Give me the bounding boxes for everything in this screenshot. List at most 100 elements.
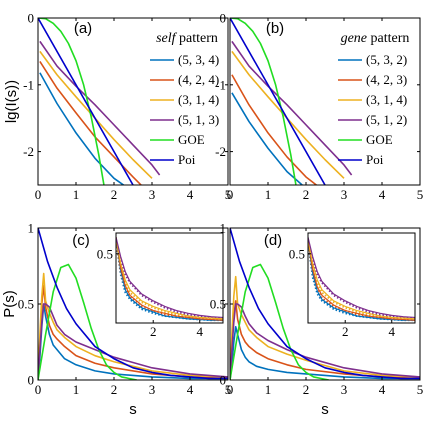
series-line-d-3 bbox=[230, 303, 420, 380]
inset-series-line-c-5 bbox=[116, 237, 223, 321]
inset-series-line-d-5 bbox=[308, 239, 415, 321]
y-tick-label-a-1: -1 bbox=[23, 77, 34, 92]
legend-entry-b-2: (3, 1, 4) bbox=[366, 92, 407, 107]
legend-entry-b-4: GOE bbox=[366, 132, 393, 147]
inset-series-line-c-4 bbox=[116, 237, 223, 321]
inset-series-line-c-2 bbox=[116, 239, 223, 320]
series-line-d-0 bbox=[230, 325, 420, 380]
y-tick-label-a-2: -2 bbox=[23, 144, 34, 159]
x-tick-label-a-0: 0 bbox=[35, 187, 42, 202]
x-tick-label-d-0: 0 bbox=[227, 382, 234, 397]
inset-series-line-d-3 bbox=[308, 239, 415, 320]
panel-label-b: (b) bbox=[266, 20, 284, 37]
x-tick-label-a-4: 4 bbox=[187, 187, 194, 202]
x-tick-label-d-5: 5 bbox=[417, 382, 424, 397]
inset-d: 2 40.5 bbox=[289, 232, 416, 339]
series-line-d-2 bbox=[230, 275, 420, 380]
legend-title-a: self pattern bbox=[156, 31, 218, 46]
series-line-b-4 bbox=[230, 18, 297, 185]
inset-frame-c bbox=[115, 232, 224, 324]
series-line-c-4 bbox=[38, 263, 137, 380]
plot-frame-b bbox=[229, 17, 421, 186]
inset-x-tick-label-d-1: 4 bbox=[388, 324, 395, 339]
x-tick-label-a-3: 3 bbox=[149, 187, 156, 202]
series-group-b bbox=[230, 18, 353, 185]
inset-series-line-c-6 bbox=[116, 237, 223, 320]
x-tick-label-b-3: 3 bbox=[341, 187, 348, 202]
panel-b: 0 1 2 3 4 50-1-2(b)gene pattern(5, 3, 2)(4, 2… bbox=[215, 11, 423, 203]
panel-label-c: (c) bbox=[72, 232, 90, 249]
inset-x-tick-label-d-0: 2 bbox=[342, 324, 349, 339]
series-line-c-2 bbox=[38, 272, 228, 380]
panel-label-d: (d) bbox=[264, 232, 282, 249]
inset-y-tick-label-d-0: 0.5 bbox=[289, 246, 305, 261]
x-tick-label-d-2: 2 bbox=[303, 382, 310, 397]
x-tick-label-d-4: 4 bbox=[379, 382, 386, 397]
x-tick-label-b-0: 0 bbox=[227, 187, 234, 202]
x-tick-label-c-4: 4 bbox=[187, 382, 194, 397]
x-axis-label-d: s bbox=[321, 401, 329, 418]
series-line-a-5 bbox=[38, 18, 134, 185]
series-line-b-5 bbox=[230, 18, 326, 185]
x-tick-label-d-3: 3 bbox=[341, 382, 348, 397]
x-tick-label-c-5: 5 bbox=[225, 382, 232, 397]
x-tick-label-a-5: 5 bbox=[225, 187, 232, 202]
x-axis-label-c: s bbox=[129, 401, 137, 418]
legend-entry-a-0: (5, 3, 4) bbox=[178, 52, 219, 67]
legend-title-b: gene pattern bbox=[341, 31, 410, 46]
panel-a: 0 1 2 3 4 50-1-2(a)lg(I(s))self pattern(5, 3,… bbox=[3, 11, 231, 203]
legend-entry-a-2: (3, 1, 4) bbox=[178, 92, 219, 107]
legend-entry-b-5: Poi bbox=[366, 152, 384, 167]
inset-series-group-c bbox=[116, 237, 223, 322]
series-line-a-4 bbox=[38, 18, 105, 185]
inset-x-tick-label-c-0: 2 bbox=[150, 324, 157, 339]
series-group-d bbox=[230, 228, 420, 380]
y-tick-label-d-0: 0 bbox=[220, 373, 227, 388]
legend-entry-b-3: (5, 1, 2) bbox=[366, 112, 407, 127]
panel-c: 0 1 2 3 4 500.51(c)P(s)s2 40.5 bbox=[1, 221, 231, 419]
inset-series-group-d bbox=[308, 237, 415, 322]
series-line-c-5 bbox=[38, 228, 228, 380]
x-tick-label-b-2: 2 bbox=[303, 187, 310, 202]
legend-entry-b-0: (5, 3, 2) bbox=[366, 52, 407, 67]
y-tick-label-b-0: 0 bbox=[220, 11, 227, 26]
x-tick-label-a-2: 2 bbox=[111, 187, 118, 202]
series-line-d-4 bbox=[230, 263, 329, 380]
y-tick-label-c-0: 0 bbox=[28, 373, 35, 388]
legend-entry-a-3: (5, 1, 3) bbox=[178, 112, 219, 127]
x-tick-label-c-3: 3 bbox=[149, 382, 156, 397]
y-tick-label-c-2: 1 bbox=[28, 221, 35, 236]
series-line-b-1 bbox=[231, 74, 318, 185]
legend-entry-b-1: (4, 2, 3) bbox=[366, 72, 407, 87]
inset-frame-d bbox=[307, 232, 416, 324]
x-tick-label-a-1: 1 bbox=[73, 187, 80, 202]
panel-label-a: (a) bbox=[74, 20, 92, 37]
series-line-d-5 bbox=[230, 228, 420, 380]
x-tick-label-b-4: 4 bbox=[379, 187, 386, 202]
y-tick-label-a-0: 0 bbox=[28, 11, 35, 26]
legend-entry-a-5: Poi bbox=[178, 152, 196, 167]
y-tick-label-c-1: 0.5 bbox=[18, 297, 34, 312]
x-tick-label-c-0: 0 bbox=[35, 382, 42, 397]
y-tick-label-b-1: -1 bbox=[215, 77, 226, 92]
series-line-b-3 bbox=[231, 40, 353, 176]
y-tick-label-d-2: 1 bbox=[220, 221, 227, 236]
series-group-a bbox=[38, 18, 161, 185]
inset-series-line-c-3 bbox=[116, 239, 223, 320]
x-tick-label-d-1: 1 bbox=[265, 382, 272, 397]
legend-entry-a-4: GOE bbox=[178, 132, 205, 147]
x-tick-label-c-1: 1 bbox=[73, 382, 80, 397]
plot-frame-a bbox=[37, 17, 229, 186]
y-tick-label-d-1: 0.5 bbox=[210, 297, 226, 312]
inset-series-line-c-0 bbox=[116, 239, 223, 322]
inset-series-line-d-0 bbox=[308, 242, 415, 322]
series-line-a-3 bbox=[39, 40, 161, 176]
series-line-b-2 bbox=[231, 50, 345, 179]
x-tick-label-c-2: 2 bbox=[111, 382, 118, 397]
series-line-b-0 bbox=[231, 92, 304, 185]
y-axis-label-a: lg(I(s)) bbox=[3, 80, 20, 123]
inset-series-line-d-4 bbox=[308, 239, 415, 321]
inset-series-line-c-7 bbox=[116, 237, 223, 319]
inset-series-line-d-7 bbox=[308, 237, 415, 319]
